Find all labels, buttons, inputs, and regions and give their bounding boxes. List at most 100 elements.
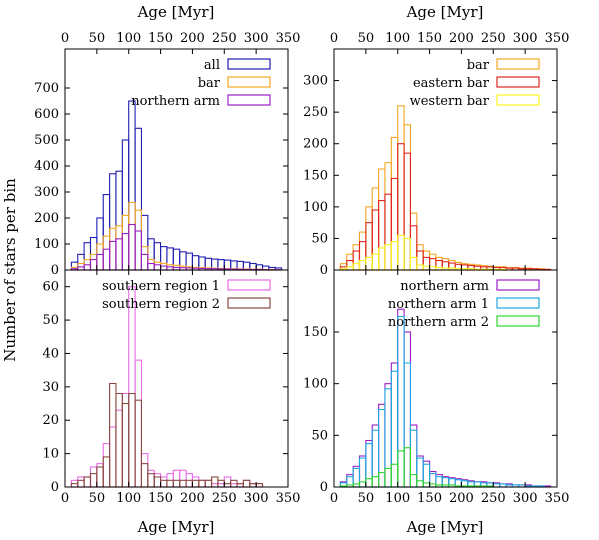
histogram-bar (153, 473, 162, 488)
legend-label: northern arm (131, 94, 220, 109)
histogram-bar (160, 476, 168, 488)
histogram-bar (89, 236, 98, 271)
histogram-bar (346, 259, 354, 271)
x-tick-label: 300 (244, 491, 269, 506)
histogram-bar (121, 139, 130, 271)
histogram-bar (365, 478, 373, 488)
x-tick-label: 250 (212, 491, 237, 506)
legend-swatch (496, 315, 540, 327)
histogram-bar (83, 476, 92, 488)
y-tick-label: 10 (42, 447, 59, 462)
histogram-bar (371, 429, 380, 488)
y-tick-label: 60 (42, 280, 59, 295)
y-tick-label: 100 (34, 237, 59, 252)
histogram-bar (409, 256, 418, 271)
panel-top-left: 0 50 100 150 200 250 300 350 0 100 200 300 400 500 600… (34, 31, 300, 278)
legend-swatch (227, 279, 271, 291)
histogram-bar (403, 331, 412, 488)
series-southern-region-2 (70, 382, 264, 488)
histogram-bar (384, 244, 392, 271)
x-tick-label: 300 (513, 31, 538, 46)
histogram-bar (102, 235, 111, 271)
x-tick-label: 200 (449, 31, 474, 46)
legend-label: bar (198, 76, 221, 91)
histogram-bar (242, 479, 251, 488)
x-tick-label: 50 (89, 491, 106, 506)
histogram-bar (102, 248, 111, 271)
legend-swatch (496, 94, 540, 106)
histogram-bar (384, 388, 392, 488)
histogram-bar (223, 476, 232, 488)
histogram-bar (390, 241, 399, 271)
histogram-bar (409, 474, 418, 488)
histogram-bar (397, 315, 405, 488)
y-tick-label: 40 (42, 346, 59, 361)
y-tick-label: 600 (34, 107, 59, 122)
histogram-bar (223, 483, 232, 488)
y-tick-label: 200 (303, 137, 328, 152)
y-tick-label: 0 (51, 263, 59, 278)
histogram-bar (397, 234, 405, 271)
histogram-bar (371, 209, 380, 271)
x-tick-label: 250 (212, 31, 237, 46)
histogram-bar (390, 463, 399, 488)
histogram-bar (153, 261, 162, 271)
histogram-bar (115, 238, 123, 271)
x-tick-label: 200 (180, 491, 205, 506)
x-tick-label: 350 (545, 491, 570, 506)
legend-label: western bar (410, 94, 490, 109)
y-tick-label: 150 (303, 168, 328, 183)
x-axis-title-top-right: Age [Myr] (406, 3, 484, 21)
histogram-bar (448, 262, 456, 271)
histogram-bar (397, 143, 405, 271)
histogram-bar (378, 403, 386, 488)
histogram-bar (102, 443, 111, 488)
histogram-bar (115, 409, 123, 488)
histogram-bar (409, 424, 418, 488)
histogram-bar (96, 253, 104, 271)
legend: southern region 1 southern region 2 (102, 279, 271, 312)
y-tick-label: 150 (303, 325, 328, 340)
legend-label: eastern bar (413, 76, 490, 91)
histogram-bar (429, 253, 437, 271)
histogram-bar (198, 479, 206, 488)
histogram-bar (128, 223, 136, 271)
histogram-bar (83, 264, 92, 271)
y-tick-label: 50 (42, 313, 59, 328)
histogram-bar (83, 242, 92, 271)
histogram-bar (191, 476, 200, 488)
legend-label: all (204, 58, 220, 73)
histogram-bar (352, 263, 361, 271)
y-tick-label: 300 (34, 185, 59, 200)
histogram-bar (416, 455, 424, 488)
legend-swatch (496, 58, 540, 70)
y-tick-label: 500 (34, 133, 59, 148)
x-tick-label: 350 (545, 31, 570, 46)
histogram-bar (242, 479, 251, 488)
legend-label: southern region 1 (102, 279, 220, 294)
histogram-bar (89, 473, 98, 488)
histogram-bar (147, 469, 155, 488)
x-tick-label: 350 (276, 31, 301, 46)
histogram-bar (172, 479, 181, 488)
histogram-bar (198, 479, 206, 488)
histogram-bar (140, 253, 149, 271)
histogram-bar (378, 168, 386, 271)
histogram-bar (109, 240, 117, 271)
plot-frame (333, 269, 558, 488)
histogram-bar (89, 253, 98, 271)
histogram-bar (70, 483, 79, 488)
x-tick-label: 150 (148, 31, 173, 46)
histogram-bar (147, 262, 155, 271)
histogram-bar (371, 187, 380, 271)
histogram-bar (352, 250, 361, 271)
histogram-bar (115, 392, 123, 488)
histogram-bar (441, 477, 450, 488)
histogram-bar (403, 447, 412, 488)
histogram-bar (422, 250, 431, 271)
legend-swatch (227, 76, 271, 88)
histogram-bar (378, 199, 386, 271)
histogram-bar (371, 253, 380, 271)
histogram-bar (185, 479, 193, 488)
histogram-bar (140, 453, 149, 488)
